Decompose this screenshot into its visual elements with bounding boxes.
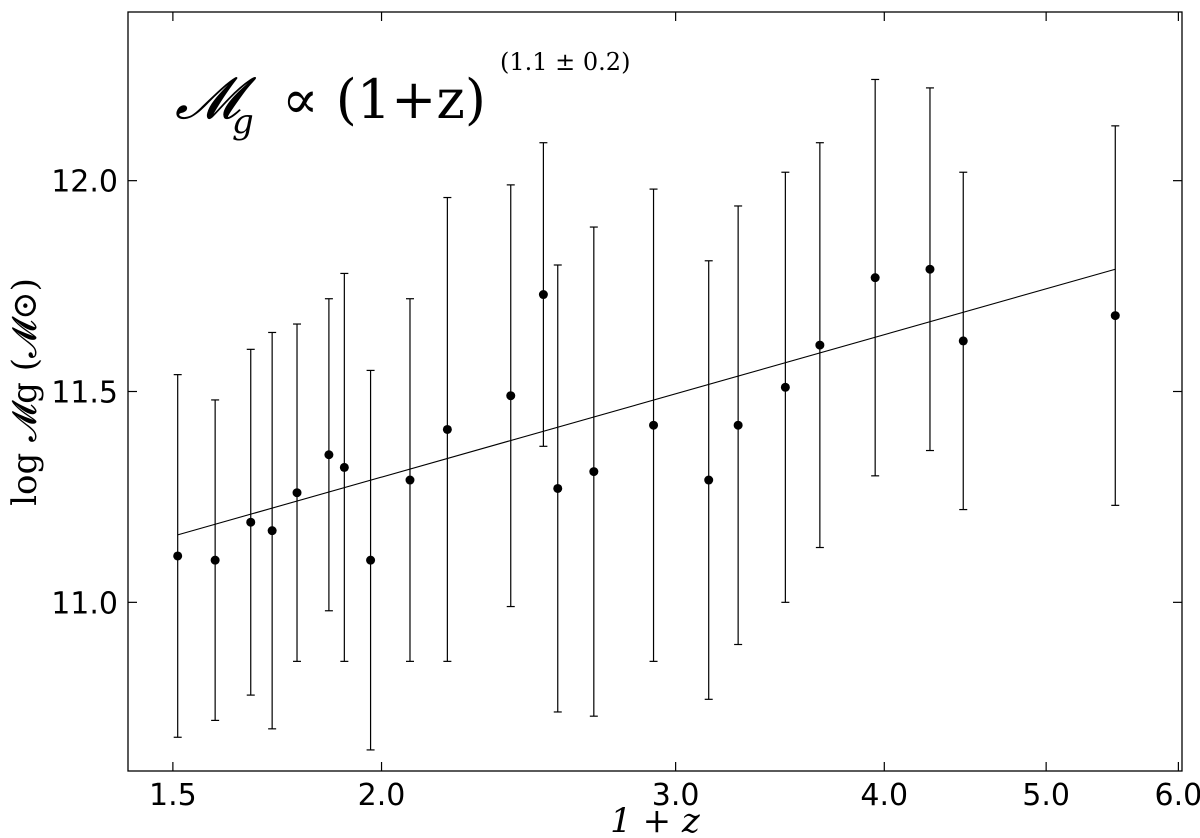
data-point bbox=[1110, 311, 1120, 321]
annotation-lhs-subscript: g bbox=[232, 102, 254, 142]
y-tick-label: 12.0 bbox=[51, 165, 118, 200]
x-tick-label: 2.0 bbox=[358, 778, 406, 813]
fit-line bbox=[177, 268, 1116, 536]
data-point bbox=[553, 483, 563, 493]
fit-line-group bbox=[177, 268, 1116, 536]
data-point bbox=[958, 336, 968, 346]
data-point bbox=[292, 488, 302, 498]
data-points bbox=[173, 264, 1120, 565]
annotation-exponent: (1.1 ± 0.2) bbox=[500, 48, 630, 76]
y-tick-label: 11.5 bbox=[51, 376, 118, 411]
data-point bbox=[267, 526, 277, 536]
data-point bbox=[366, 555, 376, 565]
x-tick-label: 6.0 bbox=[1155, 778, 1200, 813]
data-point bbox=[210, 555, 220, 565]
data-point bbox=[870, 273, 880, 283]
data-point bbox=[506, 391, 516, 401]
data-point bbox=[704, 475, 714, 485]
x-tick-label: 3.0 bbox=[652, 778, 700, 813]
y-axis-ticks: 11.0 11.5 12.0 bbox=[51, 165, 1182, 621]
data-point bbox=[925, 264, 935, 274]
data-point bbox=[246, 517, 256, 527]
data-point bbox=[733, 420, 743, 430]
data-point bbox=[649, 420, 659, 430]
data-point bbox=[589, 467, 599, 477]
y-tick-label: 11.0 bbox=[51, 586, 118, 621]
data-point bbox=[442, 424, 452, 434]
annotation: 𝓜 g ∝ (1+z) (1.1 ± 0.2) bbox=[175, 48, 630, 142]
x-axis-title: 1 + z bbox=[610, 801, 701, 838]
error-bars bbox=[173, 78, 1120, 751]
y-axis-title: log 𝓜g (𝓜⊙) bbox=[5, 278, 45, 506]
data-point bbox=[173, 551, 183, 561]
x-tick-label: 5.0 bbox=[1022, 778, 1070, 813]
data-point bbox=[538, 290, 548, 300]
x-axis-ticks: 1.5 2.0 3.0 4.0 5.0 6.0 bbox=[149, 12, 1200, 813]
x-tick-label: 4.0 bbox=[860, 778, 908, 813]
data-point bbox=[780, 382, 790, 392]
data-point bbox=[405, 475, 415, 485]
data-point bbox=[339, 462, 349, 472]
x-tick-label: 1.5 bbox=[149, 778, 197, 813]
annotation-relation: ∝ (1+z) bbox=[282, 68, 486, 131]
data-point bbox=[324, 450, 334, 460]
data-point bbox=[815, 340, 825, 350]
